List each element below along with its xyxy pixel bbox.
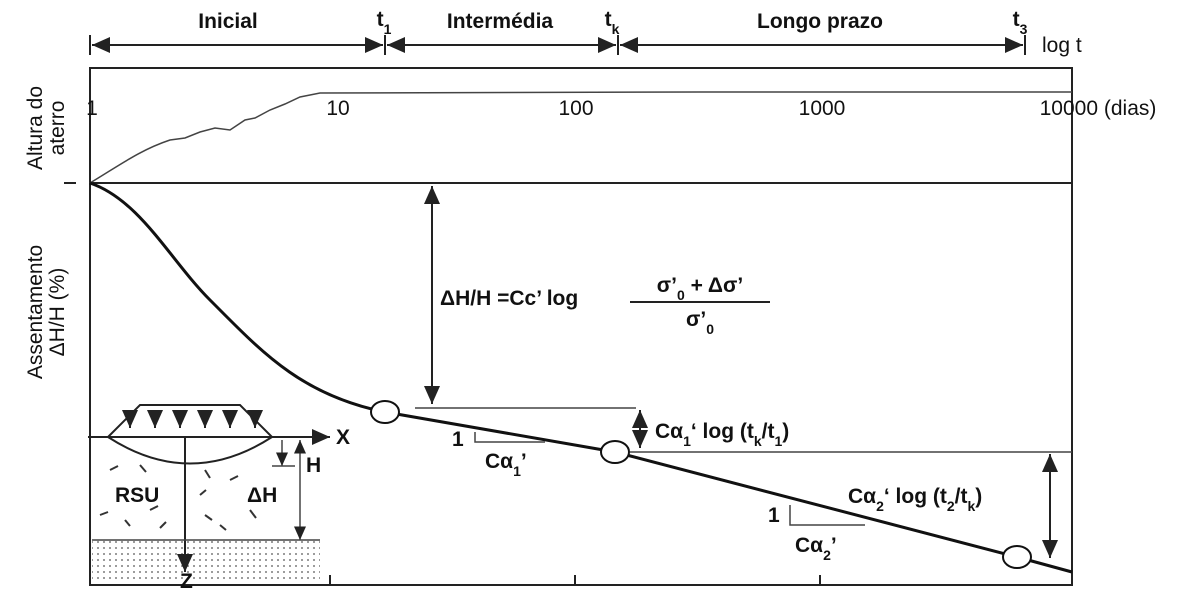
inset-label: H — [306, 454, 321, 477]
phase-label: Inicial — [198, 10, 258, 33]
slope-triangle — [789, 505, 865, 526]
inset-label: X — [336, 426, 350, 449]
subscript: 2 — [947, 498, 955, 514]
point — [1002, 545, 1032, 569]
text-part: t — [377, 8, 384, 31]
point — [370, 400, 400, 424]
subscript: k — [754, 433, 762, 449]
text-part: σ’ — [686, 308, 706, 331]
height-curve — [89, 91, 1072, 184]
text-part: ’ — [521, 450, 527, 473]
subscript: k — [967, 498, 975, 514]
time-marker: t3 — [1013, 8, 1028, 37]
formula: Cα2‘ log (t2/tk) — [848, 485, 982, 514]
time-tick: 100 — [558, 97, 593, 120]
formula: σ’0 — [686, 308, 714, 337]
y-label: Assentamento — [24, 245, 47, 379]
ticks — [329, 575, 821, 585]
slope-run: Cα1’ — [485, 450, 527, 479]
time-tick: 10 — [326, 97, 349, 120]
text-part: σ’ — [657, 274, 677, 297]
subscript: 1 — [774, 433, 782, 449]
text-part: /t — [762, 420, 775, 443]
subscript: 2 — [823, 547, 831, 563]
frame — [89, 67, 1073, 586]
text-part: Cα — [848, 485, 876, 508]
text-part: t — [1013, 8, 1020, 31]
subscript: 3 — [1020, 21, 1028, 37]
text-part: ‘ log (t — [691, 420, 754, 443]
time-tick: 1000 — [799, 97, 846, 120]
text-part: ’ — [831, 534, 837, 557]
y-label: ΔH/H (%) — [46, 268, 69, 357]
time-marker: tk — [605, 8, 620, 37]
time-tick: 10000 (dias) — [1040, 97, 1157, 120]
text-part: ) — [782, 420, 789, 443]
subscript: 1 — [683, 433, 691, 449]
text-part: /t — [955, 485, 968, 508]
text-part: ‘ log (t — [884, 485, 947, 508]
inset — [88, 404, 330, 580]
inset-label: Z — [180, 570, 193, 592]
subscript: 1 — [384, 21, 392, 37]
point — [600, 440, 630, 464]
text-part: Cα — [485, 450, 513, 473]
slope-rise: 1 — [768, 504, 780, 527]
text-part: Cα — [795, 534, 823, 557]
text-part: t — [605, 8, 612, 31]
subscript: 2 — [876, 498, 884, 514]
phase-label: Longo prazo — [757, 10, 883, 33]
phase-bar — [89, 35, 1026, 55]
inset-label: RSU — [115, 484, 159, 507]
formula: σ’0 + Δσ’ — [657, 274, 743, 303]
subscript: 0 — [677, 287, 685, 303]
time-tick: 1 — [86, 97, 98, 120]
text-part: Cα — [655, 420, 683, 443]
subscript: k — [612, 21, 620, 37]
time-marker: t1 — [377, 8, 392, 37]
y-label: aterro — [46, 101, 69, 156]
text-part: ) — [975, 485, 982, 508]
formula: ΔH/H =Cc’ log — [440, 287, 578, 310]
slope-rise: 1 — [452, 428, 464, 451]
settlement-curve — [89, 181, 1073, 574]
subscript: 1 — [513, 463, 521, 479]
inset-label: ΔH — [247, 484, 277, 507]
slope-run: Cα2’ — [795, 534, 837, 563]
slope-triangle — [474, 432, 545, 443]
axis-label: log t — [1042, 34, 1082, 57]
phase-label: Intermédia — [447, 10, 554, 33]
text-part: + Δσ’ — [685, 274, 743, 297]
subscript: 0 — [706, 321, 714, 337]
y-label: Altura do — [24, 86, 47, 170]
formula: Cα1‘ log (tk/t1) — [655, 420, 789, 449]
